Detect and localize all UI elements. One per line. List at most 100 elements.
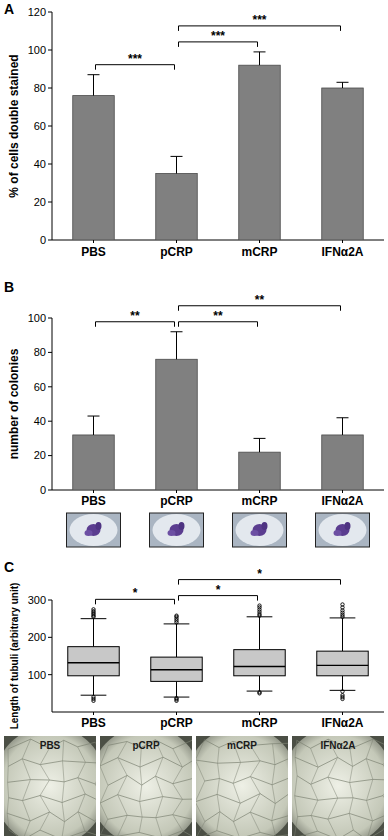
significance-label: * [133, 586, 138, 600]
y-tick [48, 674, 52, 675]
error-bar-cap [88, 416, 100, 417]
image-label: pCRP [132, 740, 160, 751]
tubule [294, 817, 297, 836]
tubule [9, 830, 96, 836]
x-tick [93, 490, 94, 493]
tubule [272, 765, 275, 785]
colony-blob [96, 522, 102, 530]
error-bar [254, 52, 266, 65]
y-tick [48, 318, 52, 319]
tubule [218, 763, 220, 778]
y-tick [48, 240, 52, 241]
tubule [250, 777, 260, 794]
tubule [173, 815, 183, 831]
tubule [62, 822, 65, 836]
error-bar-cap [171, 331, 183, 332]
bar [239, 65, 281, 240]
tubule [366, 759, 373, 780]
median [234, 666, 285, 667]
y-tick [48, 202, 52, 203]
tubule [350, 782, 353, 797]
tubule [328, 757, 338, 777]
y-axis-label: number of colonies [7, 348, 21, 459]
tubule [7, 798, 8, 814]
tubule [366, 739, 373, 759]
bar [156, 174, 198, 241]
bar [322, 435, 364, 490]
upper-whisker [259, 617, 260, 650]
tubule [78, 762, 86, 777]
tubule [383, 765, 384, 780]
tubule [95, 784, 96, 803]
error-bar-cap [254, 51, 266, 52]
tubule [173, 799, 183, 814]
colony-blob [85, 530, 93, 536]
tubule [383, 812, 384, 830]
tubule [118, 815, 128, 836]
error-bar-cap [171, 156, 183, 157]
error-bar [254, 438, 266, 452]
median [68, 662, 119, 663]
tubule [7, 812, 95, 822]
x-tick [176, 240, 177, 243]
colony-blob [179, 522, 185, 530]
panel-letter: B [4, 279, 14, 295]
y-tick-label: 20 [34, 196, 46, 208]
y-tick [48, 12, 52, 13]
tubule [217, 794, 220, 811]
significance-label: *** [128, 52, 142, 66]
error-bar-stem [259, 52, 260, 65]
x-tick [176, 490, 177, 493]
y-tick-label: 20 [34, 449, 46, 461]
image-well [319, 514, 367, 546]
y-tick [48, 386, 52, 387]
tubule [250, 812, 260, 832]
y-axis-label: % of cells double stained [7, 54, 21, 197]
y-tick-label: 0 [40, 234, 46, 246]
y-tick-label: 60 [34, 120, 46, 132]
x-tick-label: pCRP [160, 494, 193, 508]
outlier [258, 604, 261, 607]
tubule [95, 742, 96, 763]
tubule [311, 748, 319, 767]
tubule [108, 815, 192, 820]
tubule [218, 748, 219, 764]
tubule [40, 780, 49, 796]
microscopy-image: mCRP [185, 726, 299, 840]
error-bar-stem [176, 156, 177, 173]
tubule [156, 818, 163, 836]
microscopy-image: IFNα2A [281, 726, 388, 840]
panel-letter: C [4, 559, 14, 575]
tubule [22, 739, 30, 759]
outlier [341, 694, 344, 697]
image-well [236, 514, 284, 546]
tubule [328, 798, 338, 819]
tubule [62, 782, 64, 803]
lower-whisker [93, 676, 94, 695]
significance-label: * [257, 567, 262, 581]
lower-whisker [342, 676, 343, 691]
tubule [100, 803, 108, 819]
tubule [23, 801, 31, 821]
image-content [196, 736, 288, 836]
image-field [292, 736, 384, 836]
image-label: IFNα2A [320, 740, 355, 751]
colony-blob [262, 522, 268, 530]
significance-label: ** [130, 309, 140, 323]
error-bar-cap [254, 438, 266, 439]
page: {"chart_data": [ {"panel": "A", "type": … [0, 0, 388, 840]
x-tick [342, 490, 343, 493]
image-frame [67, 513, 121, 547]
error-bar [337, 82, 349, 88]
tubule [8, 778, 96, 784]
lower-whisker [176, 681, 177, 697]
image-label: PBS [40, 740, 61, 751]
tubule [328, 819, 338, 836]
y-tick-label: 80 [34, 82, 46, 94]
tubule [23, 821, 30, 836]
image-field [4, 736, 96, 836]
tubule [100, 766, 108, 785]
y-tick-label: 40 [34, 158, 46, 170]
tubule [311, 816, 317, 832]
y-axis-label: Length of tubuli (arbitrary unit) [9, 583, 20, 730]
